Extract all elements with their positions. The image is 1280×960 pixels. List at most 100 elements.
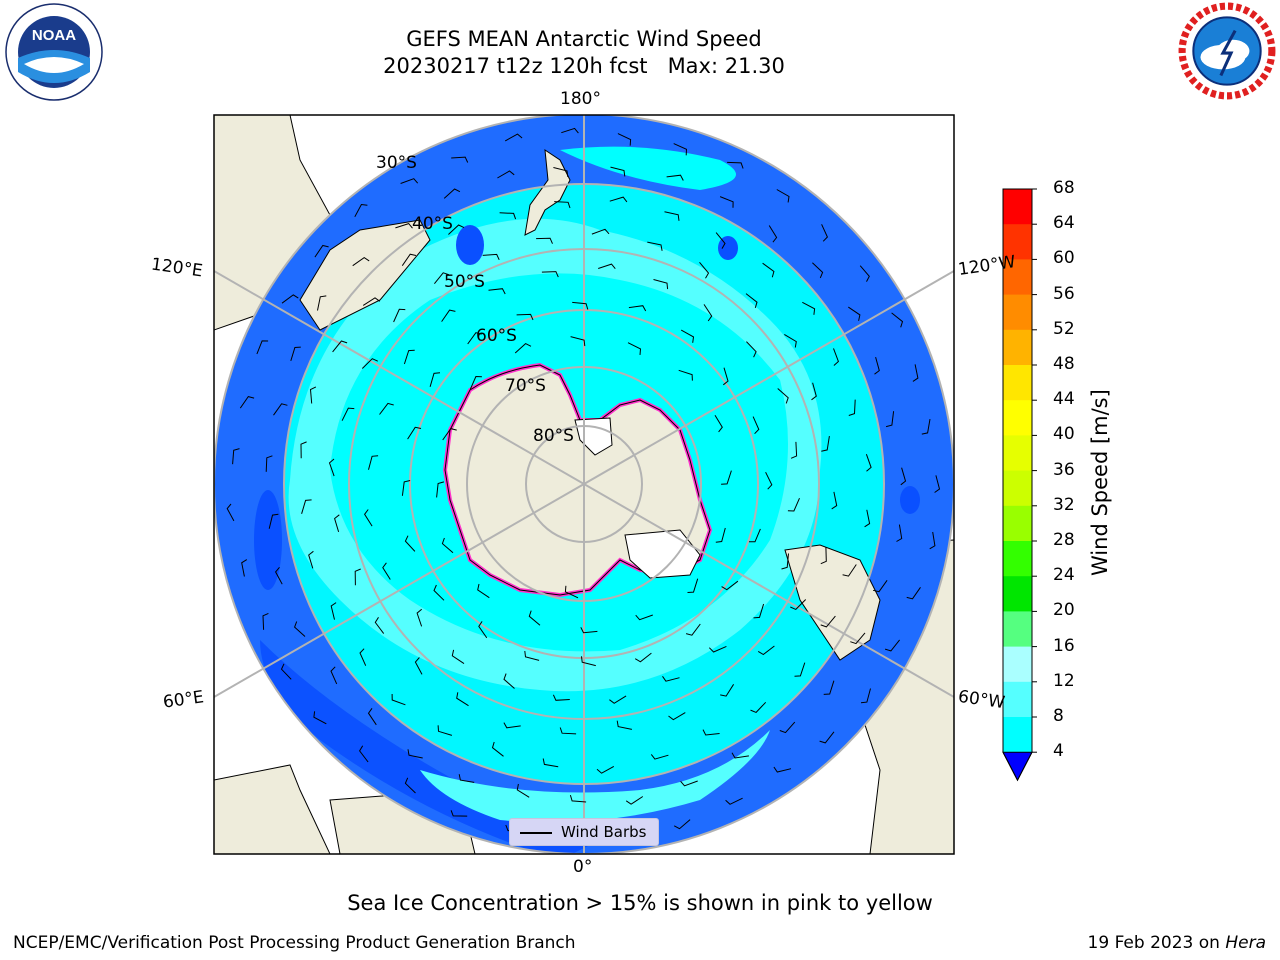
wind-barb [232, 448, 240, 465]
wind-barb [226, 503, 235, 522]
wind-barb [811, 382, 817, 401]
wind-barb [872, 580, 888, 593]
lat-label-40s: 40°S [412, 214, 453, 234]
wind-barb [313, 711, 327, 725]
wind-barb [516, 313, 534, 321]
wind-barb [403, 349, 415, 365]
colorbar-segment [1003, 400, 1032, 436]
wind-barb [719, 196, 734, 208]
wind-barb [812, 262, 824, 279]
wind-barb [442, 428, 457, 441]
wind-barb [823, 680, 835, 695]
wind-barb [753, 603, 765, 619]
lat-label-80s: 80°S [533, 426, 574, 446]
wind-barb [404, 535, 416, 552]
wind-barb [859, 265, 870, 282]
lat-label-30s: 30°S [376, 153, 417, 173]
legend-line-swatch [520, 832, 552, 834]
wind-barb [722, 367, 729, 386]
wind-barb [685, 623, 701, 636]
colorbar-segment [1003, 541, 1032, 577]
wind-barb [906, 587, 921, 600]
wind-barb [290, 346, 301, 362]
wind-barb [503, 673, 515, 689]
wind-barb [831, 491, 838, 510]
colorbar-tick-label: 56 [1053, 283, 1075, 304]
wind-barb [467, 332, 482, 345]
wind-barb [541, 271, 559, 278]
wind-barb [309, 386, 317, 404]
wind-barb [777, 388, 789, 404]
polar-map: 30°S 40°S 50°S 60°S 70°S 80°S [213, 114, 1037, 855]
wind-barb [794, 662, 806, 677]
wind-barb [433, 584, 445, 601]
wind-barb [820, 615, 836, 628]
wind-barb [256, 340, 269, 355]
wind-barb [528, 610, 541, 626]
wind-barb [703, 304, 713, 322]
colorbar-tick-label: 32 [1053, 494, 1075, 515]
wind-barb [328, 458, 335, 477]
wind-barb [757, 645, 775, 656]
nws-logo [1178, 2, 1276, 100]
wind-barb [609, 695, 627, 704]
wind-barb [900, 467, 907, 486]
wind-barb [864, 509, 871, 528]
wind-barb [491, 741, 504, 757]
wind-barb [628, 305, 647, 312]
wind-barb [609, 196, 628, 203]
wind-barb [721, 580, 739, 591]
wind-barb [680, 780, 698, 787]
wind-barb [664, 211, 680, 221]
wind-barb [561, 127, 579, 134]
wind-barb [401, 253, 417, 266]
wind-barb [404, 777, 416, 794]
colorbar-segment [1003, 611, 1032, 648]
wind-barb [542, 758, 559, 768]
wind-barb [451, 156, 469, 163]
wind-barb [354, 203, 368, 218]
colorbar-tick-label: 12 [1053, 670, 1075, 691]
colorbar-segment [1003, 329, 1032, 366]
wind-barb [536, 237, 553, 244]
wind-barb [524, 650, 540, 661]
wind-barb [374, 617, 385, 634]
wind-barb [414, 657, 423, 675]
map-frame [213, 114, 955, 855]
colorbar-segment [1003, 681, 1032, 718]
colorbar-tick-label: 4 [1053, 741, 1064, 762]
colorbar-segment [1003, 189, 1032, 225]
wind-barb [450, 810, 468, 817]
wind-barb [294, 621, 306, 637]
colorbar-segment [1003, 435, 1032, 472]
wind-barb [934, 475, 941, 493]
wind-barb [553, 167, 569, 177]
colorbar-segment [1003, 576, 1032, 612]
wind-barb [708, 645, 727, 653]
colorbar-segment [1003, 259, 1032, 296]
wind-barb [591, 228, 610, 235]
wind-barb [416, 608, 423, 627]
legend-label: Wind Barbs [561, 823, 647, 841]
wind-barb [441, 309, 456, 322]
wind-barb [634, 652, 652, 663]
wind-barb [393, 308, 406, 323]
colorbar-tick-label: 24 [1053, 565, 1075, 586]
colorbar-segment [1003, 505, 1032, 542]
wind-barb [441, 537, 454, 554]
wind-barb [790, 441, 798, 459]
wind-barb [330, 666, 338, 685]
wind-barb [514, 343, 532, 354]
colorbar-segment [1003, 470, 1032, 507]
wind-barb [874, 356, 880, 375]
wind-barb [281, 294, 299, 304]
south-america-tip [784, 544, 881, 661]
wind-barb [352, 256, 370, 267]
wind-barb [833, 348, 839, 366]
wind-barb [268, 513, 279, 529]
wind-barb [765, 471, 773, 490]
wind-barb [407, 749, 423, 759]
wind-barb [762, 262, 775, 278]
wind-barb [773, 766, 792, 773]
wind-barb [721, 470, 732, 485]
